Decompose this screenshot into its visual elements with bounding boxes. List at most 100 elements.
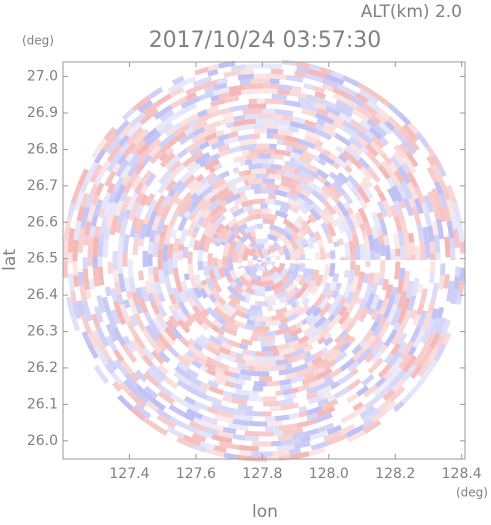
echo-arc: [136, 234, 137, 241]
echo-arc: [207, 275, 208, 278]
echo-arc: [283, 246, 285, 249]
echo-arc: [220, 408, 231, 411]
echo-arc: [315, 94, 325, 97]
echo-arc: [245, 116, 258, 117]
echo-arc: [260, 343, 274, 344]
echo-arc: [285, 249, 288, 259]
echo-arc: [315, 147, 324, 151]
echo-arc: [250, 81, 269, 82]
echo-arc: [76, 275, 77, 286]
echo-arc: [179, 165, 184, 170]
echo-arc: [120, 254, 121, 273]
echo-arc: [238, 126, 253, 128]
echo-arc: [156, 235, 158, 242]
echo-arc: [266, 262, 267, 263]
echo-arc: [233, 123, 243, 125]
echo-arc: [287, 235, 291, 240]
echo-arc: [230, 302, 236, 306]
echo-arc: [333, 291, 336, 298]
echo-arc: [231, 411, 245, 413]
echo-arc: [259, 251, 262, 252]
echo-arc: [284, 395, 296, 397]
echo-arc: [220, 259, 221, 268]
echo-arc: [135, 242, 136, 255]
echo-arc: [338, 283, 339, 287]
echo-arc: [213, 327, 218, 330]
echo-arc: [186, 291, 189, 298]
echo-arc: [277, 127, 288, 129]
echo-arc: [241, 71, 254, 72]
echo-arc: [210, 388, 224, 393]
echo-arc: [270, 226, 279, 229]
echo-arc: [286, 148, 292, 149]
echo-arc: [268, 302, 276, 303]
echo-arc: [200, 261, 201, 270]
echo-arc: [146, 313, 150, 321]
echo-arc: [221, 268, 224, 277]
echo-arc: [272, 452, 289, 453]
echo-arc: [255, 255, 256, 260]
echo-arc: [141, 239, 142, 247]
echo-arc: [241, 341, 252, 343]
echo-arc: [242, 202, 253, 205]
echo-arc: [251, 243, 256, 247]
echo-arc: [212, 405, 221, 408]
echo-arc: [150, 242, 151, 254]
echo-arc: [211, 270, 214, 279]
echo-arc: [203, 311, 207, 316]
echo-arc: [166, 231, 169, 244]
echo-arc: [263, 181, 275, 182]
echo-arc: [243, 121, 255, 122]
echo-arc: [420, 284, 422, 292]
altitude-label: ALT(km) 2.0: [361, 2, 462, 22]
echo-arc: [181, 338, 188, 345]
echo-arc: [387, 245, 388, 260]
echo-arc: [232, 400, 247, 403]
echo-arc: [271, 262, 272, 265]
echo-arc: [249, 151, 260, 152]
echo-arc: [353, 230, 354, 235]
echo-arc: [286, 365, 292, 366]
echo-arc: [165, 245, 166, 262]
echo-arc: [181, 229, 185, 244]
echo-arc: [265, 101, 284, 102]
echo-arc: [399, 114, 409, 124]
echo-arc: [126, 278, 128, 291]
echo-arc: [411, 199, 414, 207]
echo-arc: [144, 419, 152, 425]
echo-arc: [245, 300, 249, 302]
echo-arc: [263, 403, 279, 404]
echo-arc: [250, 317, 257, 318]
echo-arc: [373, 283, 376, 293]
echo-arc: [452, 238, 453, 249]
echo-arc: [280, 386, 292, 388]
echo-arc: [278, 263, 283, 273]
echo-arc: [205, 266, 207, 275]
echo-arc: [223, 429, 236, 432]
echo-arc: [223, 242, 224, 245]
echo-arc: [270, 348, 277, 349]
echo-arc: [274, 121, 290, 123]
echo-arc: [240, 146, 256, 148]
echo-arc: [234, 232, 237, 235]
echo-arc: [271, 315, 285, 318]
echo-arc: [83, 217, 85, 228]
echo-arc: [361, 272, 362, 280]
echo-arc: [249, 393, 259, 394]
echo-arc: [327, 264, 328, 270]
echo-arc: [264, 251, 267, 252]
echo-arc: [382, 243, 383, 256]
echo-arc: [297, 69, 308, 71]
echo-arc: [181, 213, 183, 217]
echo-arc: [347, 161, 352, 165]
echo-arc: [242, 351, 248, 352]
y-tick-label: 26.8: [27, 141, 58, 157]
echo-arc: [96, 366, 107, 382]
echo-arc: [362, 224, 364, 231]
echo-arc: [173, 230, 175, 238]
echo-arc: [279, 381, 291, 383]
echo-arc: [433, 283, 436, 301]
echo-arc: [208, 66, 218, 69]
echo-arc: [291, 154, 300, 157]
echo-arc: [288, 243, 291, 247]
